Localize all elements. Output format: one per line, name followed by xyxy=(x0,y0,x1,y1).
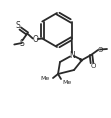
Text: O: O xyxy=(90,63,96,69)
Text: O: O xyxy=(98,46,103,53)
Text: N: N xyxy=(69,51,75,59)
Text: S: S xyxy=(19,39,24,48)
Text: O: O xyxy=(32,34,38,44)
Text: Me: Me xyxy=(62,80,71,84)
Text: S: S xyxy=(15,21,20,30)
Text: Me: Me xyxy=(41,76,50,82)
